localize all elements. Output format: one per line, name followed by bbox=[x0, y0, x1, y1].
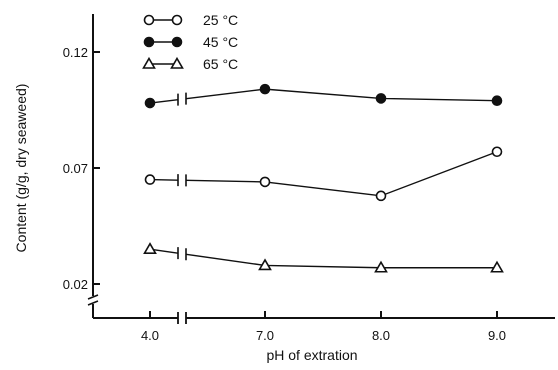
axes: 0.02 0.07 0.12 4.0 7.0 8.0 9.0 bbox=[63, 14, 555, 343]
series-line bbox=[185, 88, 498, 102]
data-point bbox=[143, 242, 157, 254]
series-line bbox=[185, 151, 498, 197]
y-axis-label: Content (g/g, dry seaweed) bbox=[13, 84, 29, 253]
series-2 bbox=[144, 83, 503, 109]
data-point bbox=[259, 176, 271, 188]
series-1 bbox=[144, 146, 503, 202]
x-tick-label: 8.0 bbox=[372, 328, 390, 343]
legend-marker bbox=[143, 14, 155, 26]
y-tick-label: 0.07 bbox=[63, 161, 88, 176]
legend-item: 25 °C bbox=[143, 12, 238, 28]
legend-marker bbox=[171, 14, 183, 26]
legend-marker bbox=[143, 36, 155, 48]
data-point bbox=[491, 95, 503, 107]
y-axis-break bbox=[87, 294, 99, 306]
legend-label: 45 °C bbox=[203, 34, 238, 50]
series-3 bbox=[143, 242, 504, 273]
series-line bbox=[185, 253, 497, 269]
legend-item: 65 °C bbox=[142, 56, 238, 72]
x-tick-label: 9.0 bbox=[488, 328, 506, 343]
series-layer bbox=[143, 83, 504, 273]
x-axis-label: pH of extration bbox=[266, 347, 357, 363]
line-break-mark bbox=[177, 247, 187, 261]
line-break-mark bbox=[177, 92, 187, 106]
data-point bbox=[144, 174, 156, 185]
legend-marker bbox=[171, 36, 183, 48]
y-tick-label: 0.02 bbox=[63, 277, 88, 292]
legend-label: 65 °C bbox=[203, 56, 238, 72]
legend-label: 25 °C bbox=[203, 12, 238, 28]
legend: 25 °C 45 °C 65 °C bbox=[142, 12, 238, 72]
legend-item: 45 °C bbox=[143, 34, 238, 50]
data-point bbox=[375, 93, 387, 104]
data-point bbox=[374, 260, 388, 273]
data-point bbox=[490, 260, 504, 273]
data-point bbox=[491, 146, 503, 158]
data-point bbox=[259, 83, 271, 95]
legend-marker bbox=[142, 56, 156, 69]
legend-marker bbox=[170, 56, 184, 69]
x-tick-label: 4.0 bbox=[141, 328, 159, 343]
x-axis-break bbox=[177, 312, 187, 324]
data-point bbox=[144, 97, 156, 109]
data-point bbox=[258, 258, 272, 271]
y-tick-label: 0.12 bbox=[63, 45, 88, 60]
x-tick-label: 7.0 bbox=[256, 328, 274, 343]
line-break-mark bbox=[177, 174, 187, 187]
series-line bbox=[149, 248, 179, 254]
data-point bbox=[375, 190, 387, 202]
